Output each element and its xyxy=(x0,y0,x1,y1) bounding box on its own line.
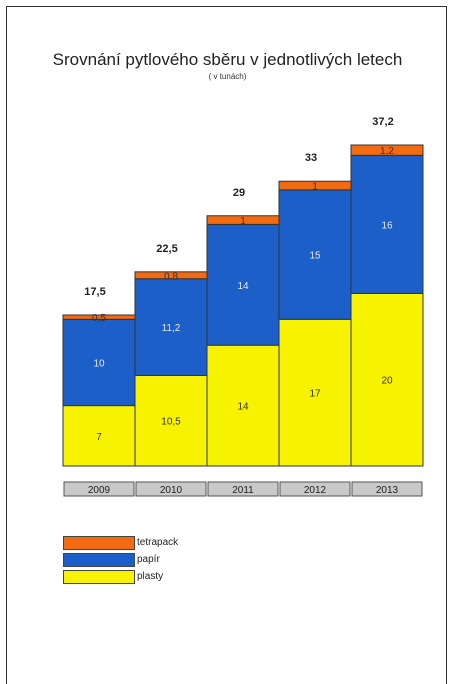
data-label-papír-2011: 14 xyxy=(237,281,249,292)
legend-label-plasty: plasty xyxy=(137,571,164,582)
data-label-tetrapack-2009: 0,5 xyxy=(92,313,106,324)
category-label-2011: 2011 xyxy=(232,485,254,496)
data-label-plasty-2010: 10,5 xyxy=(161,417,181,428)
total-label-2013: 37,2 xyxy=(372,116,393,128)
total-label-2012: 33 xyxy=(305,152,317,164)
legend-item-tetrapack: tetrapack xyxy=(63,534,178,551)
data-label-plasty-2011: 14 xyxy=(237,402,249,413)
category-box-2013 xyxy=(351,481,423,497)
category-label-2010: 2010 xyxy=(160,485,183,496)
chart-frame xyxy=(6,6,447,684)
data-label-papír-2009: 10 xyxy=(93,358,105,369)
bar-tetrapack-2013 xyxy=(350,144,424,156)
data-label-plasty-2013: 20 xyxy=(381,376,393,387)
legend-label-papir: papír xyxy=(137,554,160,565)
legend-swatch-papir xyxy=(63,552,135,567)
bar-plasty-2013 xyxy=(350,292,424,467)
bar-plasty-2009 xyxy=(62,405,136,467)
total-label-2011: 29 xyxy=(233,187,245,199)
data-label-plasty-2009: 7 xyxy=(96,432,102,443)
category-box-2011 xyxy=(207,481,279,497)
bar-plasty-2012 xyxy=(278,318,352,467)
data-label-plasty-2012: 17 xyxy=(309,389,321,400)
data-label-tetrapack-2013: 1,2 xyxy=(380,146,394,157)
legend-label-tetrapack: tetrapack xyxy=(137,537,179,548)
legend-swatch-plasty xyxy=(63,569,135,584)
category-label-2009: 2009 xyxy=(88,485,111,496)
total-label-2010: 22,5 xyxy=(156,243,177,255)
data-label-tetrapack-2011: 1 xyxy=(240,216,246,227)
legend-item-plasty: plasty xyxy=(63,568,178,585)
legend: tetrapack papír plasty xyxy=(63,534,178,585)
bar-papír-2011 xyxy=(206,223,280,346)
chart-title: Srovnání pytlového sběru v jednotlivých … xyxy=(52,50,403,69)
chart-subtitle: ( v tunách) xyxy=(208,72,247,81)
data-label-papír-2010: 11,2 xyxy=(162,323,181,334)
bar-papír-2010 xyxy=(134,278,208,376)
legend-swatch-tetrapack xyxy=(63,535,135,550)
category-box-2012 xyxy=(279,481,351,497)
data-label-tetrapack-2012: 1 xyxy=(312,182,318,193)
data-label-papír-2012: 15 xyxy=(309,251,321,262)
data-label-papír-2013: 16 xyxy=(381,220,393,231)
category-box-2010 xyxy=(135,481,207,497)
data-label-tetrapack-2010: 0,8 xyxy=(164,271,178,282)
total-label-2009: 17,5 xyxy=(84,286,105,298)
bar-plasty-2011 xyxy=(206,344,280,467)
category-label-2012: 2012 xyxy=(304,485,327,496)
category-label-2013: 2013 xyxy=(376,485,399,496)
legend-item-papir: papír xyxy=(63,551,178,568)
category-box-2009 xyxy=(63,481,135,497)
